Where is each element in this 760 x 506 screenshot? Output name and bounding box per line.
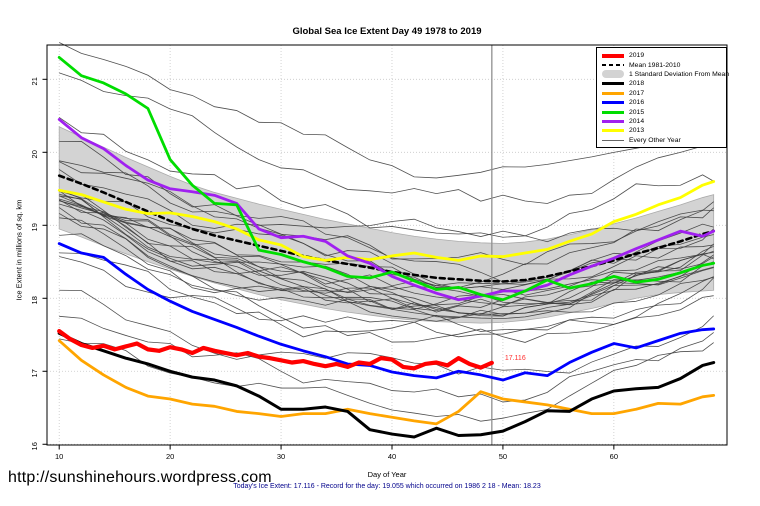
series-line-2018 <box>57 331 716 439</box>
legend-swatch-line <box>602 82 624 86</box>
stddev-band <box>58 126 715 324</box>
legend-item-1-standard-deviation-from-mean: 1 Standard Deviation From Mean <box>597 70 730 79</box>
every-other-year-line <box>59 256 714 338</box>
legend-swatch-band <box>602 70 624 79</box>
legend-label: 2019 <box>629 52 645 60</box>
legend-swatch-dashed <box>602 63 624 67</box>
every-other-year-line <box>58 207 714 319</box>
every-other-year-line <box>59 315 714 403</box>
legend-swatch-line <box>602 91 624 95</box>
legend-item-2017: 2017 <box>597 89 726 98</box>
y-tick-label: 18 <box>30 296 39 304</box>
legend-item-2018: 2018 <box>597 79 726 88</box>
legend-item-2019: 2019 <box>597 51 726 60</box>
y-tick-label: 17 <box>30 369 39 377</box>
legend-label: 2016 <box>629 99 645 107</box>
legend-swatch-line <box>602 110 624 114</box>
legend-label: 2015 <box>629 108 645 116</box>
legend-item-every-other-year: Every Other Year <box>597 136 726 145</box>
legend-item-2013: 2013 <box>597 126 726 135</box>
legend-label: 2018 <box>629 80 645 88</box>
legend: 2019 Mean 1981-2010 1 Standard Deviation F… <box>596 47 730 148</box>
legend-item-2015: 2015 <box>597 107 726 116</box>
legend-swatch-line <box>602 129 624 133</box>
stats-caption: Today's Ice Extent: 17.116 - Record for … <box>233 483 541 490</box>
every-other-year-line <box>58 117 714 238</box>
x-tick-label: 30 <box>277 452 285 461</box>
every-other-year-line <box>59 189 714 315</box>
legend-label: 2013 <box>629 127 645 135</box>
current-value-annotation: 17.116 <box>504 354 526 362</box>
legend-item-mean-1981-2010: Mean 1981-2010 <box>597 60 726 69</box>
every-other-year-line <box>58 169 714 288</box>
every-other-year-line <box>59 195 714 317</box>
y-tick-label: 16 <box>30 442 39 450</box>
series-line-2013 <box>57 180 716 262</box>
x-axis-title: Day of Year <box>367 470 407 479</box>
every-other-year-line <box>59 199 714 310</box>
x-tick-label: 10 <box>55 452 63 461</box>
legend-label: Every Other Year <box>629 136 681 144</box>
chart-title: Global Sea Ice Extent Day 49 1978 to 201… <box>292 26 482 37</box>
legend-swatch-line <box>602 53 624 58</box>
legend-label: 2014 <box>629 117 645 125</box>
legend-label: Mean 1981-2010 <box>629 61 681 69</box>
every-other-year-line <box>59 198 714 306</box>
y-tick-label: 21 <box>30 77 39 85</box>
every-other-year-line <box>59 72 714 204</box>
legend-item-2014: 2014 <box>597 117 726 126</box>
legend-label: 1 Standard Deviation From Mean <box>629 70 730 78</box>
every-other-year-line <box>59 195 714 315</box>
series-line-2015 <box>57 56 716 302</box>
every-other-year-line <box>59 42 714 179</box>
series-line-2017 <box>57 339 716 426</box>
every-other-year-line <box>59 233 714 343</box>
every-other-year-line <box>59 160 714 283</box>
every-other-year-line <box>58 190 714 290</box>
y-tick-label: 19 <box>30 223 39 231</box>
x-tick-label: 50 <box>499 452 507 461</box>
legend-swatch-line <box>602 119 624 123</box>
legend-swatch-thinline <box>602 139 624 141</box>
every-other-year-line <box>59 141 714 243</box>
y-tick-label: 20 <box>30 150 39 158</box>
plot-border <box>46 44 728 446</box>
series-line-2019 <box>57 329 494 371</box>
legend-item-2016: 2016 <box>597 98 726 107</box>
legend-label: 2017 <box>629 89 645 97</box>
source-url-text: http://sunshinehours.wordpress.com <box>8 469 272 486</box>
series-line-2016 <box>57 242 716 382</box>
legend-swatch-line <box>602 101 624 105</box>
x-tick-label: 60 <box>610 452 618 461</box>
x-tick-label: 40 <box>388 452 396 461</box>
every-other-year-line <box>59 161 714 266</box>
x-tick-label: 20 <box>166 452 174 461</box>
every-other-year-line <box>59 338 714 422</box>
series-line-2014 <box>57 118 716 302</box>
